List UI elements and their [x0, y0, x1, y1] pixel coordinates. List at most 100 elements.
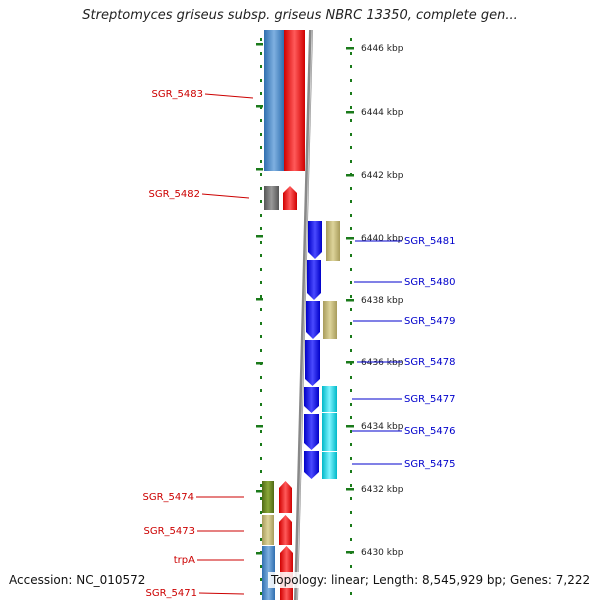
gene-arrow[interactable]: [304, 387, 319, 413]
right-ruler-dot: [350, 200, 352, 203]
gene-block[interactable]: [262, 515, 274, 545]
ruler-major-tick: [346, 174, 354, 177]
gene-label[interactable]: SGR_5473: [144, 526, 196, 537]
right-ruler-dot: [350, 538, 352, 541]
left-ruler-dot: [260, 268, 262, 271]
ruler-label: 6444 kbp: [361, 108, 404, 118]
gene-label[interactable]: SGR_5479: [404, 316, 456, 327]
right-ruler-dot: [350, 160, 352, 163]
left-ruler-dot: [260, 538, 262, 541]
left-ruler-dot: [260, 119, 262, 122]
gene-label[interactable]: trpA: [174, 555, 195, 566]
right-ruler-dot: [350, 133, 352, 136]
gene-block[interactable]: [322, 452, 337, 479]
gene-label[interactable]: SGR_5477: [404, 394, 456, 405]
left-ruler-tick: [256, 168, 263, 171]
right-ruler-dot: [350, 335, 352, 338]
left-ruler-dot: [260, 484, 262, 487]
left-ruler-tick: [256, 235, 263, 238]
left-ruler-dot: [260, 308, 262, 311]
gene-label[interactable]: SGR_5483: [152, 89, 204, 100]
right-ruler-dot: [350, 511, 352, 514]
gene-label[interactable]: SGR_5478: [404, 357, 456, 368]
ruler-label: 6432 kbp: [361, 485, 404, 495]
left-ruler-dot: [260, 389, 262, 392]
gene-arrow[interactable]: [307, 260, 321, 300]
gene-label[interactable]: SGR_5480: [404, 277, 456, 288]
left-ruler-dot: [260, 457, 262, 460]
right-ruler-dot: [350, 349, 352, 352]
left-ruler-dot: [260, 200, 262, 203]
left-ruler-dot: [260, 65, 262, 68]
left-ruler-dot: [260, 322, 262, 325]
gene-block[interactable]: [264, 186, 279, 210]
right-ruler-dot: [350, 322, 352, 325]
left-ruler-dot: [260, 227, 262, 230]
left-ruler-tick: [256, 425, 263, 428]
gene-arrow[interactable]: [304, 414, 319, 450]
right-ruler-dot: [350, 430, 352, 433]
left-ruler-dot: [260, 133, 262, 136]
gene-arrow[interactable]: [279, 515, 292, 545]
right-ruler-dot: [350, 241, 352, 244]
left-ruler-dot: [260, 281, 262, 284]
gene-label[interactable]: SGR_5481: [404, 236, 456, 247]
right-ruler-dot: [350, 268, 352, 271]
left-ruler-dot: [260, 241, 262, 244]
gene-block[interactable]: [284, 30, 305, 171]
right-ruler-dot: [350, 79, 352, 82]
left-ruler-tick: [256, 490, 263, 493]
ruler-major-tick: [346, 361, 354, 364]
left-ruler-tick: [256, 105, 263, 108]
gene-arrow[interactable]: [306, 301, 320, 339]
right-ruler-dot: [350, 376, 352, 379]
gene-label[interactable]: SGR_5475: [404, 459, 456, 470]
gene-label[interactable]: SGR_5482: [149, 189, 201, 200]
ruler-major-tick: [346, 425, 354, 428]
gene-block[interactable]: [322, 413, 337, 451]
gene-arrow[interactable]: [308, 221, 322, 259]
gene-block[interactable]: [326, 221, 340, 261]
gene-block[interactable]: [262, 481, 274, 513]
left-ruler-dot: [260, 592, 262, 595]
gene-block[interactable]: [323, 301, 337, 339]
right-ruler-dot: [350, 403, 352, 406]
left-ruler-dot: [260, 295, 262, 298]
accession-label: Accession: NC_010572: [6, 572, 149, 588]
right-ruler-dot: [350, 187, 352, 190]
left-ruler-dot: [260, 79, 262, 82]
gene-arrow[interactable]: [279, 481, 292, 513]
right-ruler-dot: [350, 457, 352, 460]
ruler-major-tick: [346, 551, 354, 554]
left-ruler-dot: [260, 92, 262, 95]
right-ruler-dot: [350, 524, 352, 527]
right-ruler-dot: [350, 92, 352, 95]
left-ruler-dot: [260, 565, 262, 568]
right-ruler-dot: [350, 484, 352, 487]
gene-arrow[interactable]: [305, 340, 320, 386]
gene-label[interactable]: SGR_5471: [146, 588, 198, 599]
gene-label-connector: [201, 193, 250, 199]
right-ruler-dot: [350, 38, 352, 41]
left-ruler-tick: [256, 362, 263, 365]
right-ruler-dot: [350, 443, 352, 446]
right-ruler-dot: [350, 389, 352, 392]
left-ruler-tick: [256, 552, 263, 555]
gene-arrow[interactable]: [304, 451, 319, 479]
gene-block[interactable]: [322, 386, 337, 412]
right-ruler-dot: [350, 214, 352, 217]
ruler-label: 6436 kbp: [361, 358, 404, 368]
gene-arrow[interactable]: [283, 186, 297, 210]
right-ruler-dot: [350, 52, 352, 55]
left-ruler-dot: [260, 376, 262, 379]
left-ruler-tick: [256, 43, 263, 46]
left-ruler-dot: [260, 335, 262, 338]
left-ruler-dot: [260, 497, 262, 500]
gene-label[interactable]: SGR_5474: [143, 492, 195, 503]
left-ruler-dot: [260, 38, 262, 41]
left-ruler-dot: [260, 214, 262, 217]
gene-label[interactable]: SGR_5476: [404, 426, 456, 437]
gene-block[interactable]: [264, 30, 284, 171]
left-ruler-dot: [260, 430, 262, 433]
